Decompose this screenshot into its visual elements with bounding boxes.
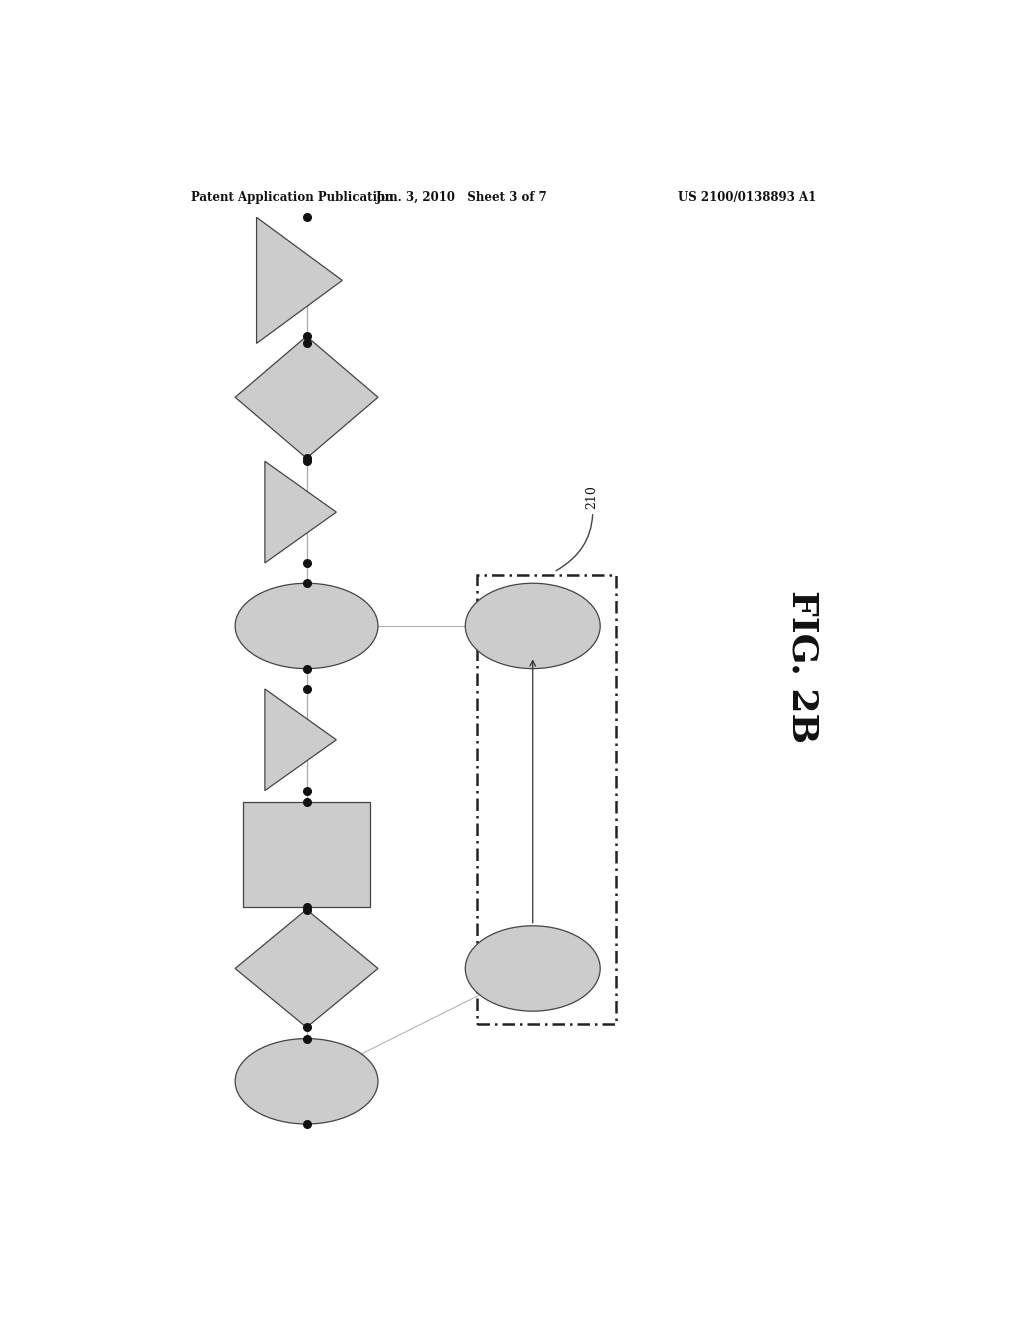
Text: US 2100/0138893 A1: US 2100/0138893 A1 <box>678 190 816 203</box>
Ellipse shape <box>465 925 600 1011</box>
Text: 210: 210 <box>556 486 598 570</box>
Text: Jun. 3, 2010   Sheet 3 of 7: Jun. 3, 2010 Sheet 3 of 7 <box>376 190 547 203</box>
Ellipse shape <box>236 583 378 669</box>
Polygon shape <box>265 461 336 562</box>
Polygon shape <box>265 689 336 791</box>
Bar <box>477 576 616 1024</box>
Ellipse shape <box>236 1039 378 1125</box>
Polygon shape <box>257 218 342 343</box>
Polygon shape <box>236 337 378 458</box>
Ellipse shape <box>465 583 600 669</box>
Bar <box>243 801 370 907</box>
Text: Patent Application Publication: Patent Application Publication <box>191 190 394 203</box>
Polygon shape <box>236 909 378 1027</box>
Text: FIG. 2B: FIG. 2B <box>785 590 819 743</box>
